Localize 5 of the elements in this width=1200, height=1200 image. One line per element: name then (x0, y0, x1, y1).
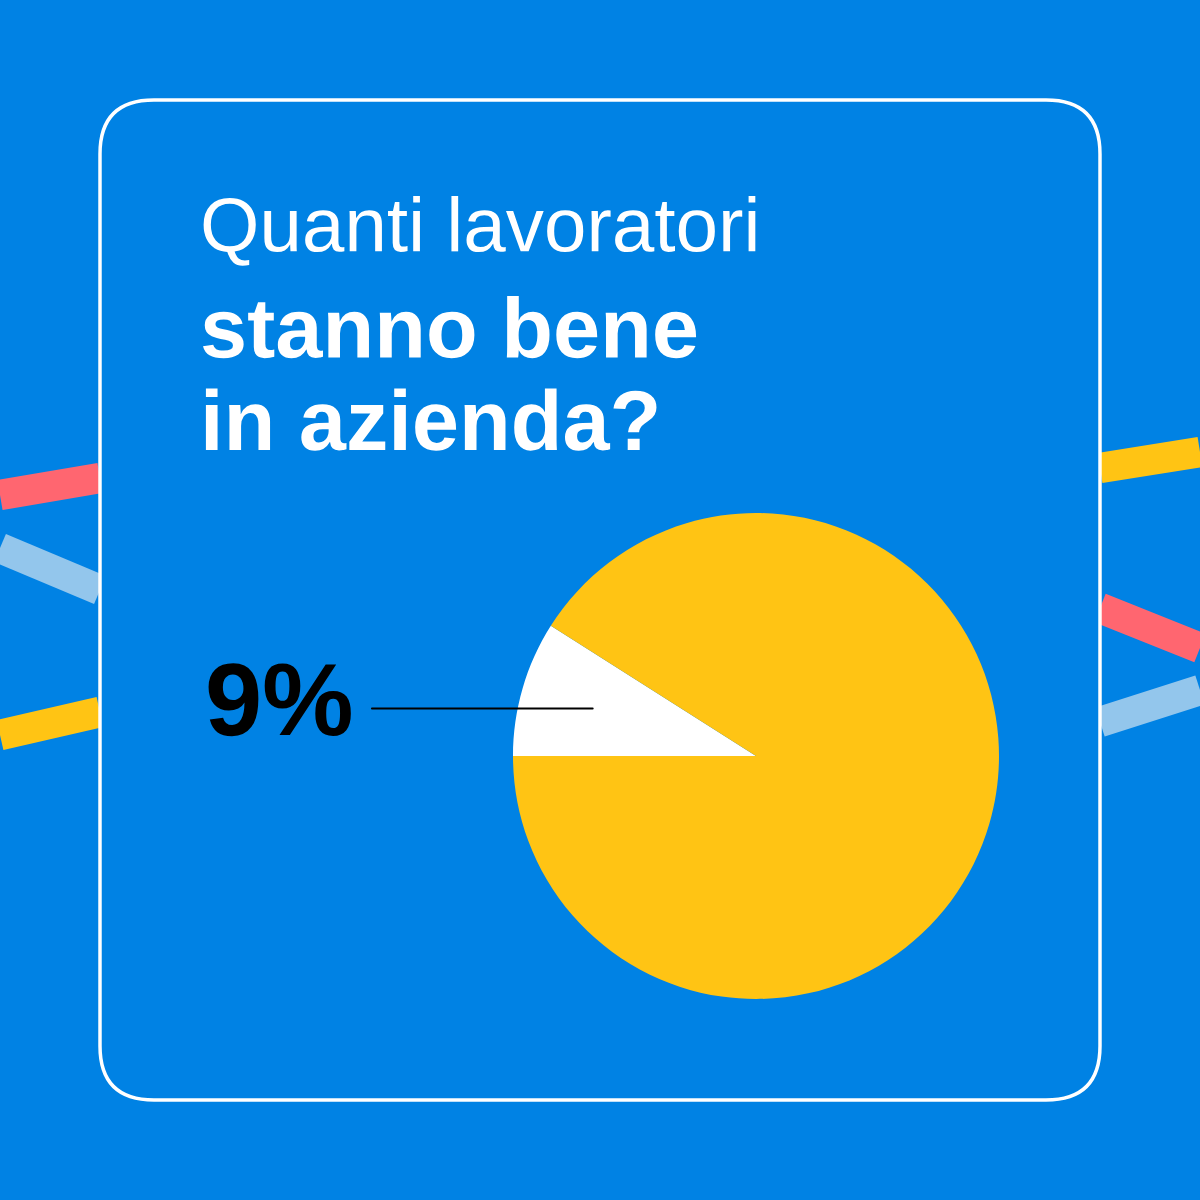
chart-subtitle: stanno bene in azienda? (202, 296, 697, 451)
data-label: 9% (208, 663, 351, 737)
pie-slice (513, 513, 999, 999)
pie-slice (513, 625, 756, 756)
chart-title: Quanti lavoratori (203, 196, 756, 266)
